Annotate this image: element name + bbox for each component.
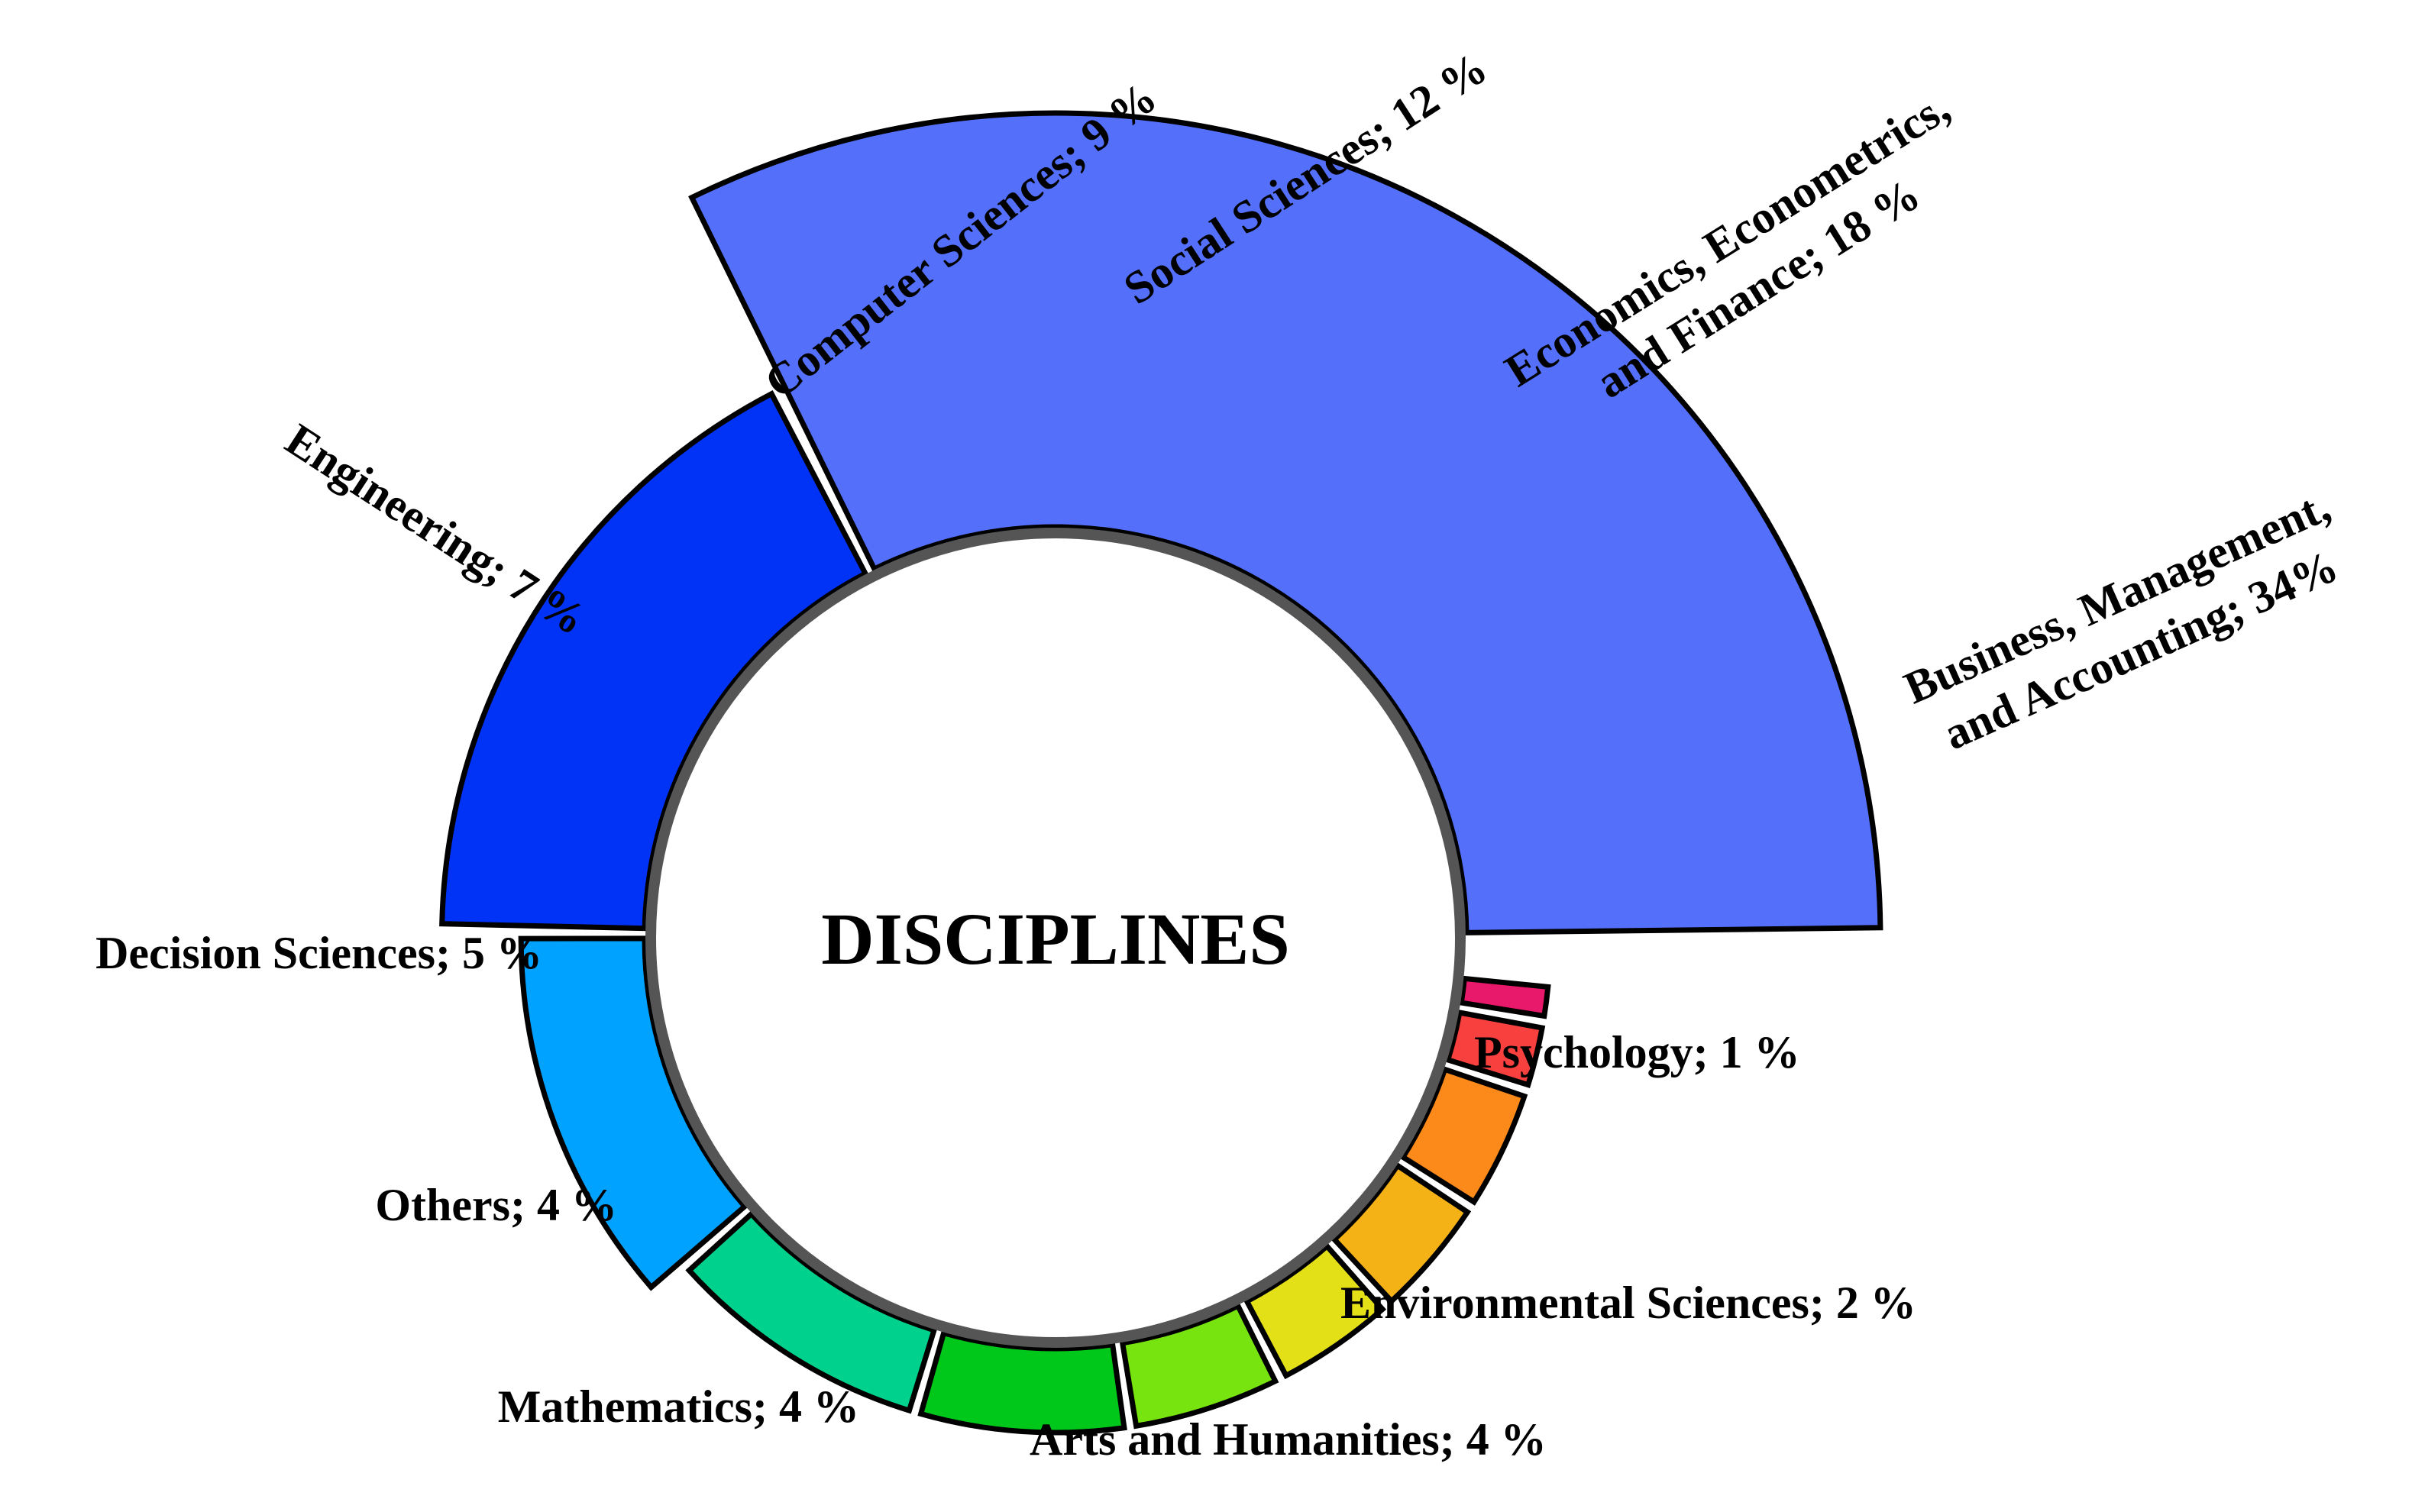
segment-mathematics: [1330, 1161, 1472, 1305]
segment-social-sciences: [518, 935, 748, 1291]
label-others: Others; 4 %: [375, 1180, 617, 1230]
label-arts-and-humanities: Arts and Humanities; 4 %: [1030, 1414, 1547, 1465]
label-psychology: Psychology; 1 %: [1474, 1027, 1800, 1077]
segment-others: [1243, 1242, 1386, 1380]
label-line: Engineering; 7 %: [277, 414, 595, 645]
chart-segments: [439, 110, 1883, 1436]
label-engineering: Engineering; 7 %: [277, 414, 595, 645]
label-line: Decision Sciences; 5 %: [95, 928, 542, 978]
label-line: Economics, Econometrics,: [1496, 82, 1958, 396]
segment-psychology: [1458, 975, 1551, 1019]
label-mathematics: Mathematics; 4 %: [498, 1381, 859, 1432]
label-decision-sciences: Decision Sciences; 5 %: [95, 928, 542, 978]
segment-computer-sciences: [685, 1210, 938, 1414]
segment-decision-sciences: [1119, 1302, 1279, 1430]
label-environmental-sciences: Environmental Sciences; 2 %: [1340, 1278, 1916, 1328]
label-line: Arts and Humanities; 4 %: [1030, 1414, 1547, 1465]
center-label: DISCIPLINES: [821, 898, 1290, 980]
label-line: Psychology; 1 %: [1474, 1027, 1800, 1077]
label-line: Environmental Sciences; 2 %: [1340, 1278, 1916, 1328]
inner-ring: [645, 528, 1466, 1348]
segment-arts-and-humanities: [1399, 1065, 1528, 1206]
segment-environmental-sciences: [1444, 1009, 1546, 1088]
segment-economics-econometrics-and-finance: [439, 389, 869, 932]
label-line: Others; 4 %: [375, 1180, 617, 1230]
label-line: Mathematics; 4 %: [498, 1381, 859, 1432]
segment-business-management-and-accounting: [688, 110, 1883, 935]
label-business-management-and-accounting: Business, Management,and Accounting; 34%: [1897, 480, 2361, 766]
segment-engineering: [917, 1329, 1127, 1436]
